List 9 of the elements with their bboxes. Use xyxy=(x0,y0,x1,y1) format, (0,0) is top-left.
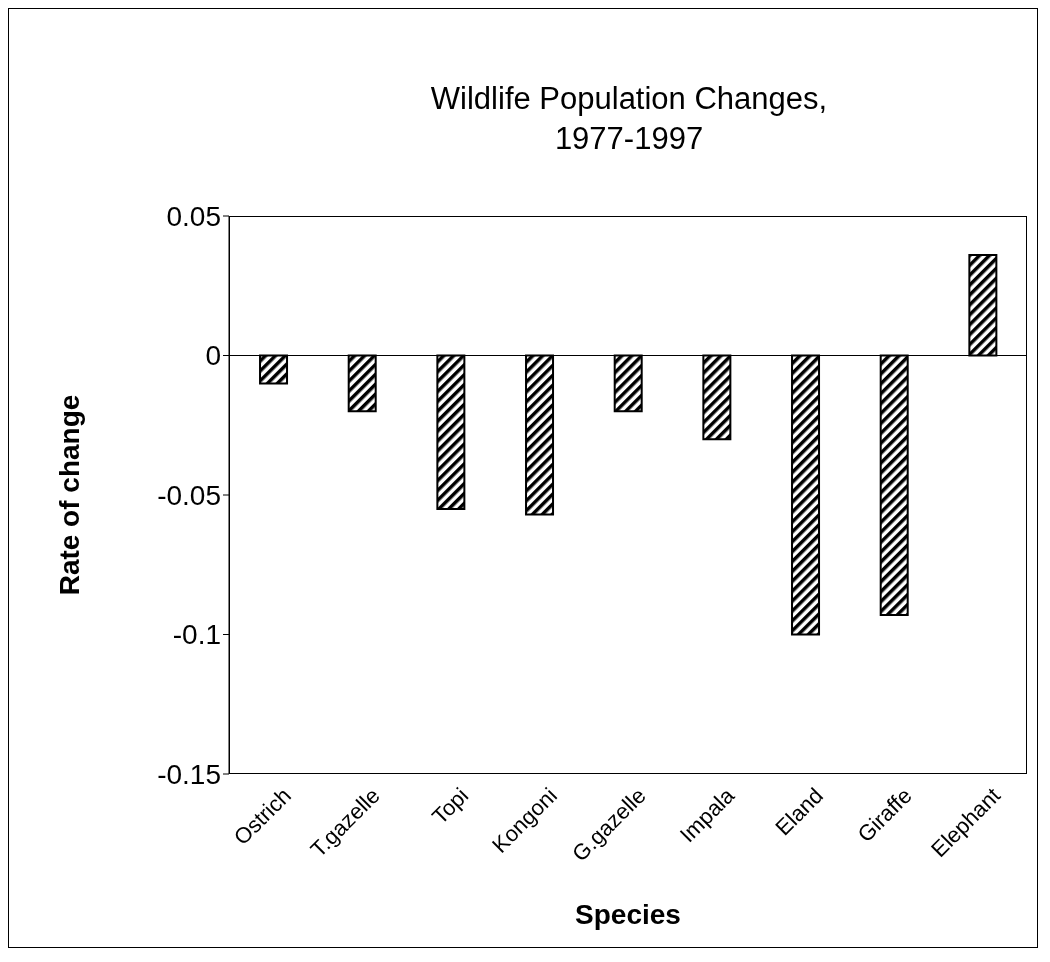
y-tick-label: -0.05 xyxy=(157,479,221,511)
x-tick-label: Topi xyxy=(427,782,474,830)
y-tick-label: 0.05 xyxy=(166,200,221,232)
y-axis-title: Rate of change xyxy=(53,394,85,596)
y-tick-label: 0 xyxy=(205,340,221,372)
y-tick-label: -0.15 xyxy=(157,758,221,790)
chart-title: Wildlife Population Changes, 1977-1997 xyxy=(429,80,829,158)
x-axis-title: Species xyxy=(575,899,681,930)
y-tick-label: -0.1 xyxy=(172,619,221,651)
